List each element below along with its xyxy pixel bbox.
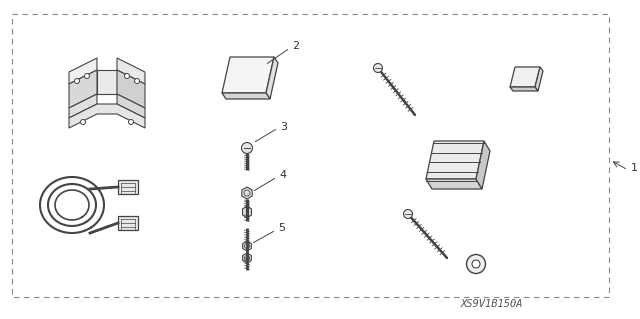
Text: 5: 5: [278, 223, 285, 233]
Circle shape: [74, 78, 79, 84]
Bar: [118, 216, 138, 230]
Polygon shape: [426, 141, 484, 179]
Polygon shape: [222, 57, 274, 93]
Polygon shape: [243, 206, 252, 218]
Circle shape: [472, 260, 480, 268]
Text: 2: 2: [292, 41, 299, 51]
Polygon shape: [510, 67, 540, 87]
Circle shape: [125, 73, 129, 78]
Polygon shape: [69, 58, 97, 84]
Polygon shape: [242, 187, 252, 199]
Polygon shape: [535, 67, 543, 91]
Polygon shape: [243, 253, 252, 263]
Circle shape: [241, 143, 253, 153]
Text: 1: 1: [631, 163, 638, 173]
Polygon shape: [222, 93, 270, 99]
Circle shape: [84, 73, 90, 78]
Circle shape: [81, 120, 86, 124]
Polygon shape: [243, 241, 252, 251]
Circle shape: [129, 120, 134, 124]
Polygon shape: [426, 179, 482, 189]
Circle shape: [403, 210, 413, 219]
Circle shape: [467, 255, 486, 273]
Polygon shape: [69, 94, 97, 118]
Polygon shape: [69, 104, 145, 128]
Bar: [118, 180, 138, 194]
Polygon shape: [266, 57, 278, 99]
Text: XS9V1B150A: XS9V1B150A: [461, 299, 524, 309]
Polygon shape: [69, 70, 97, 108]
Polygon shape: [117, 70, 145, 108]
Polygon shape: [117, 94, 145, 118]
Text: 4: 4: [279, 170, 286, 180]
Bar: [12, 14, 609, 297]
Circle shape: [134, 78, 140, 84]
Polygon shape: [97, 70, 117, 94]
Polygon shape: [510, 87, 538, 91]
Polygon shape: [476, 141, 490, 189]
Polygon shape: [117, 58, 145, 84]
Text: 3: 3: [280, 122, 287, 132]
Circle shape: [374, 63, 383, 72]
